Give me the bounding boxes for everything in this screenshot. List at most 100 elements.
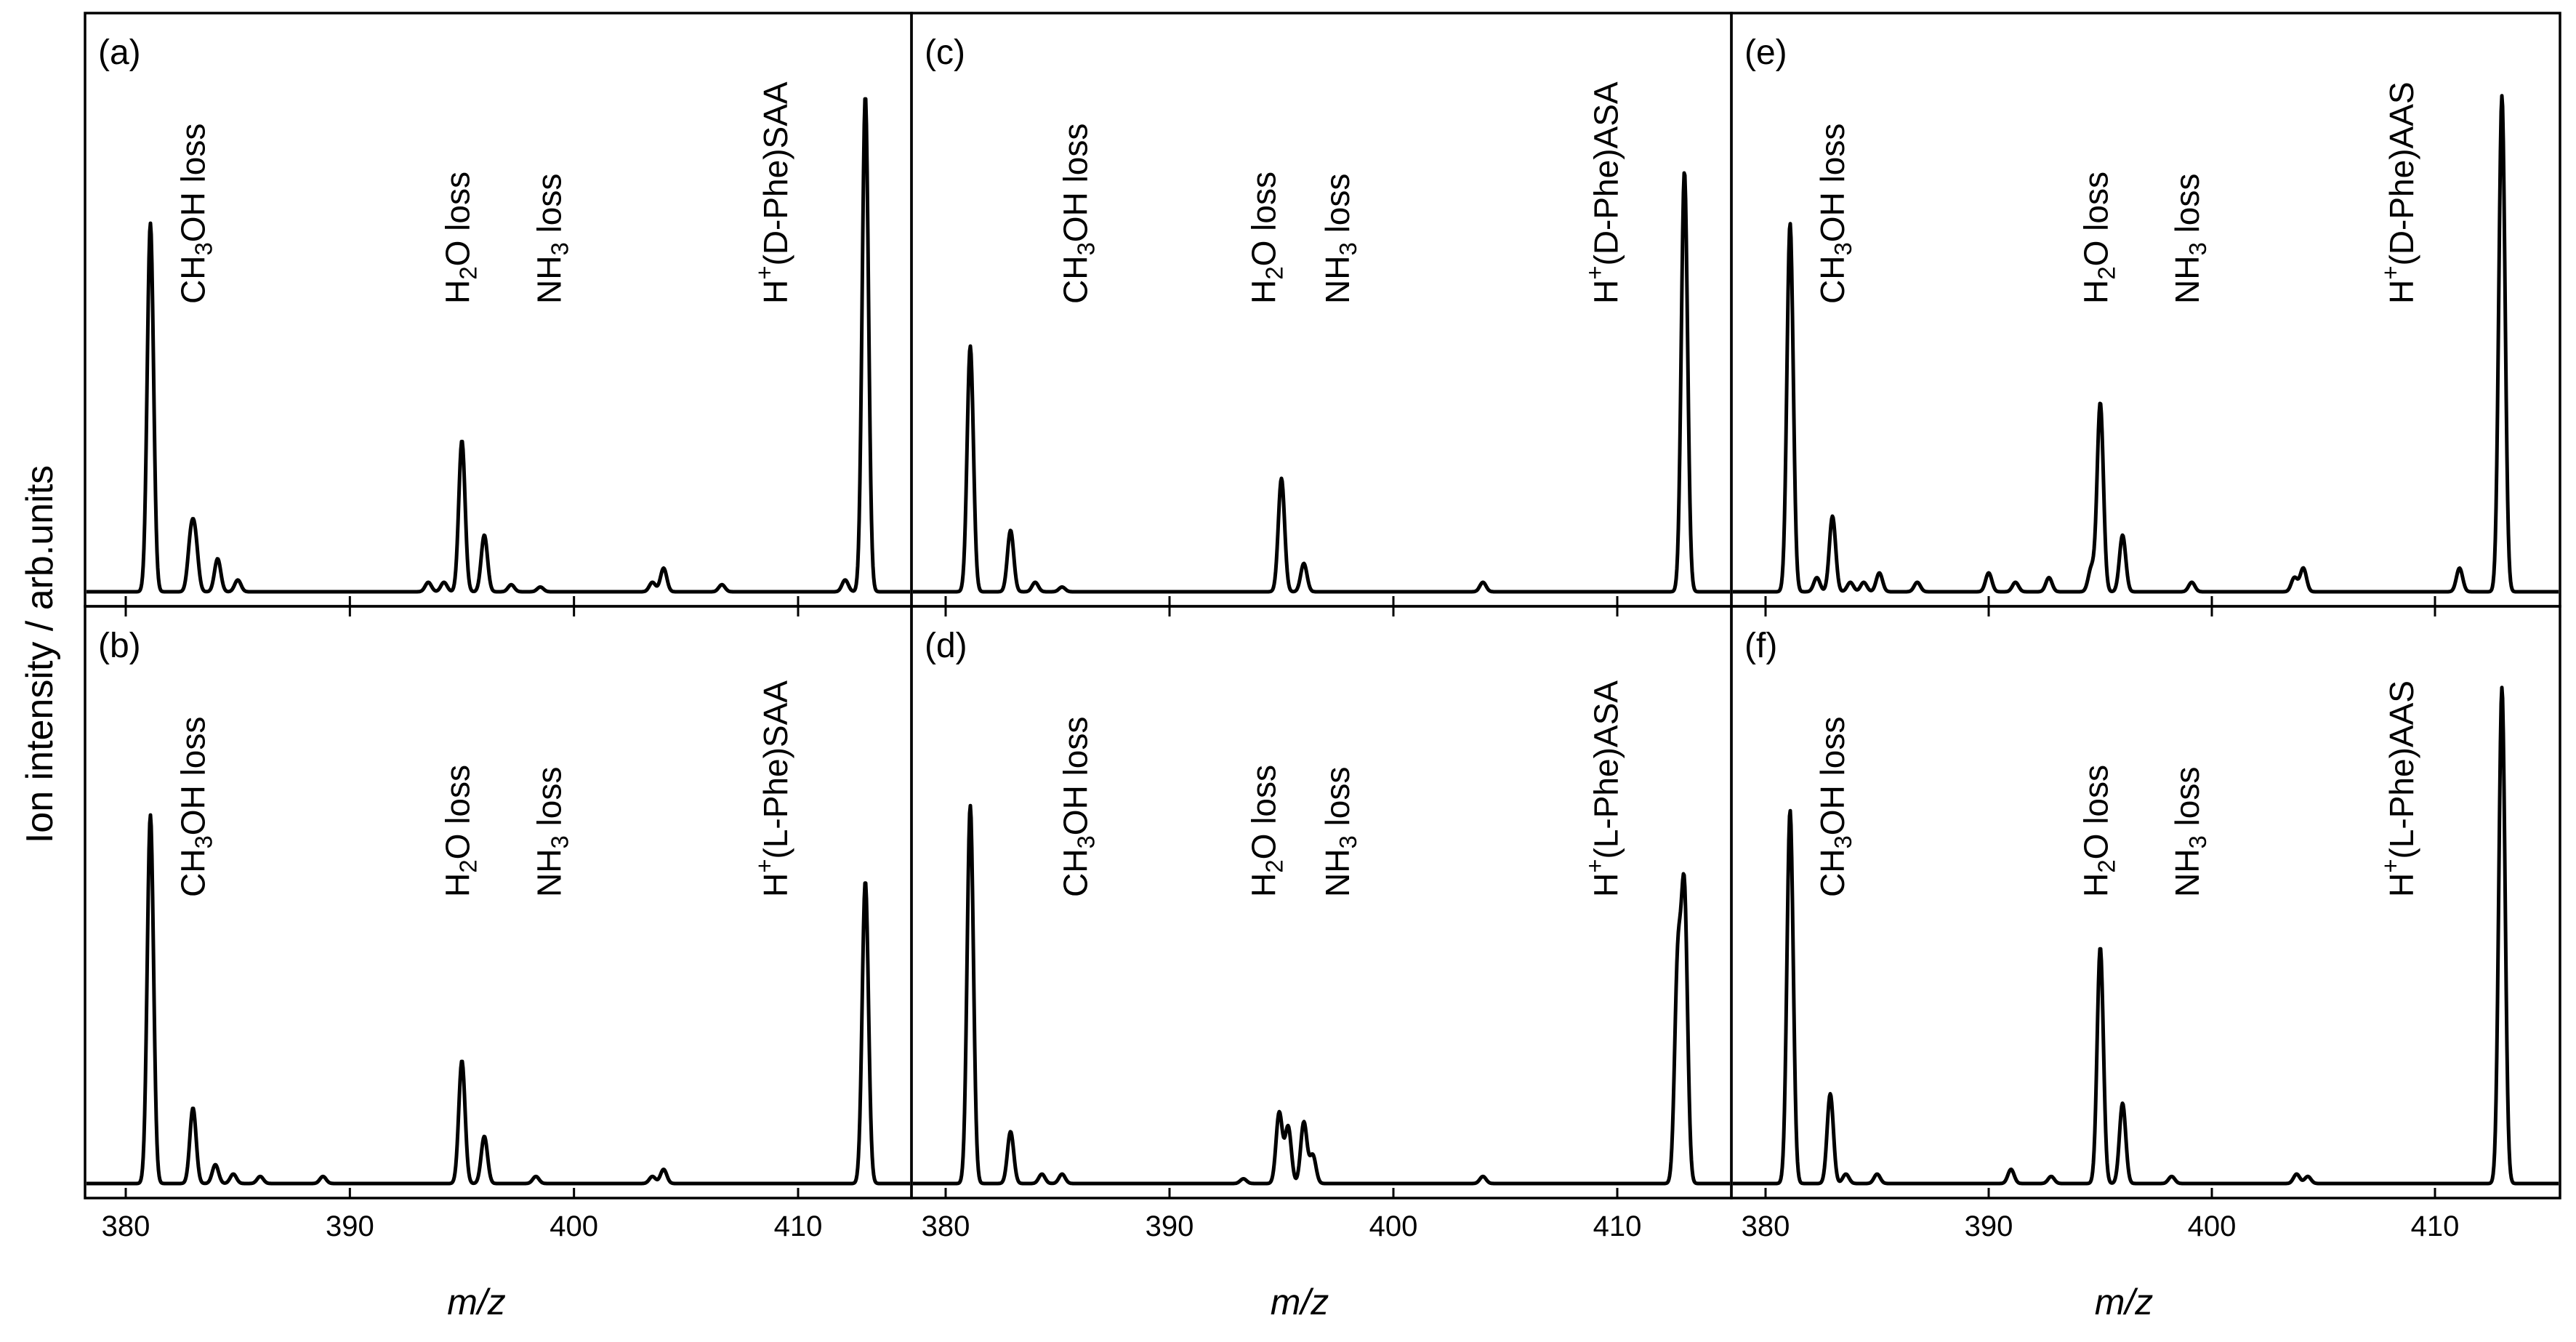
panel-frame (1730, 12, 2561, 608)
peak-annotation: NH3 loss (531, 174, 573, 304)
annotation-text: OH loss (174, 717, 212, 836)
peak-annotation: NH3 loss (531, 767, 573, 897)
panel-label: (f) (1744, 627, 1777, 665)
annotation-text: H (2383, 280, 2420, 304)
annotation-subscript: 2 (454, 859, 481, 872)
x-tick-label: 410 (774, 1210, 823, 1242)
annotation-text: NH (1319, 849, 1356, 897)
panel-label: (a) (98, 33, 141, 72)
annotation-subscript: 3 (1335, 835, 1361, 848)
annotation-text: H (1587, 873, 1625, 897)
panel-label: (d) (925, 627, 967, 665)
x-tick-label: 390 (1146, 1210, 1194, 1242)
annotation-superscript: + (2377, 265, 2404, 279)
annotation-text: H (438, 873, 476, 897)
annotation-text: H (757, 873, 794, 897)
peak-annotation: NH3 loss (1319, 767, 1361, 897)
peak-annotation: CH3OH loss (1057, 717, 1100, 897)
peak-annotation: H+(D-Phe)ASA (1582, 81, 1625, 304)
panel-label: (b) (98, 627, 141, 665)
annotation-text: H (1587, 280, 1625, 304)
annotation-text: (D-Phe)AAS (2383, 81, 2420, 265)
spectrum-trace (1731, 94, 2560, 594)
spectrum-trace (85, 813, 911, 1186)
panel-label: (c) (925, 33, 965, 72)
peak-annotation: H2O loss (1244, 172, 1287, 304)
peak-annotation: CH3OH loss (174, 717, 217, 897)
x-tick-label: 390 (1965, 1210, 2013, 1242)
annotation-subscript: 3 (547, 835, 573, 848)
annotation-subscript: 3 (1830, 835, 1856, 848)
annotation-text: loss (531, 767, 568, 836)
annotation-text: OH loss (1057, 717, 1095, 836)
annotation-text: H (1244, 280, 1282, 304)
x-tick-label: 400 (2188, 1210, 2237, 1242)
annotation-text: (D-Phe)SAA (757, 81, 794, 265)
annotation-text: O loss (438, 765, 476, 859)
annotation-subscript: 2 (1260, 859, 1287, 872)
annotation-text: CH (1814, 849, 1851, 897)
annotation-text: (L-Phe)ASA (1587, 680, 1625, 859)
y-axis-label: Ion intensity / arb.units (19, 465, 61, 843)
annotation-superscript: + (1582, 859, 1609, 872)
x-axis-title: m/z (2095, 1282, 2154, 1322)
annotation-subscript: 3 (547, 242, 573, 255)
annotation-text: H (1244, 873, 1282, 897)
annotation-superscript: + (1582, 265, 1609, 279)
annotation-subscript: 3 (2184, 835, 2211, 848)
annotation-text: O loss (1244, 172, 1282, 266)
x-tick-label: 400 (550, 1210, 598, 1242)
peak-annotation: CH3OH loss (1814, 717, 1856, 897)
x-tick-label: 390 (326, 1210, 374, 1242)
annotation-text: CH (174, 849, 212, 897)
peak-annotation: H2O loss (2077, 172, 2120, 304)
peak-annotation: H2O loss (438, 172, 481, 304)
annotation-subscript: 3 (190, 242, 217, 255)
x-tick-label: 410 (1593, 1210, 1642, 1242)
peak-annotation: H+(L-Phe)ASA (1582, 680, 1625, 897)
annotation-text: loss (1319, 767, 1356, 836)
spectrum-trace (1731, 686, 2560, 1186)
annotation-text: NH (1319, 256, 1356, 304)
annotation-text: (L-Phe)AAS (2383, 680, 2420, 859)
annotation-text: H (2077, 873, 2114, 897)
annotation-subscript: 2 (454, 266, 481, 279)
spectrum-trace (911, 803, 1731, 1186)
peak-annotation: NH3 loss (1319, 174, 1361, 304)
annotation-text: OH loss (174, 124, 212, 243)
peak-annotation: H2O loss (438, 765, 481, 897)
x-tick-label: 380 (922, 1210, 970, 1242)
annotation-text: O loss (2077, 172, 2114, 266)
annotation-text: NH (2168, 849, 2206, 897)
spectrum-trace (85, 97, 911, 594)
peak-annotation: CH3OH loss (174, 124, 217, 304)
annotation-subscript: 3 (1335, 242, 1361, 255)
peak-annotation: H+(L-Phe)AAS (2377, 680, 2420, 897)
annotation-text: H (757, 280, 794, 304)
annotation-text: H (2077, 280, 2114, 304)
annotation-text: loss (531, 174, 568, 243)
x-tick-label: 380 (102, 1210, 150, 1242)
peak-annotation: NH3 loss (2168, 174, 2211, 304)
annotation-text: (D-Phe)ASA (1587, 81, 1625, 265)
annotation-text: OH loss (1814, 124, 1851, 243)
annotation-subscript: 3 (1073, 835, 1100, 848)
annotation-text: (L-Phe)SAA (757, 680, 794, 859)
annotation-text: loss (1319, 174, 1356, 243)
annotation-text: H (2383, 873, 2420, 897)
annotation-text: O loss (1244, 765, 1282, 859)
x-tick-label: 400 (1369, 1210, 1418, 1242)
annotation-subscript: 2 (2093, 859, 2120, 872)
peak-annotation: CH3OH loss (1814, 124, 1856, 304)
spectrum-trace (911, 171, 1731, 594)
annotation-text: O loss (438, 172, 476, 266)
annotation-superscript: + (751, 265, 778, 279)
annotation-text: NH (531, 256, 568, 304)
annotation-text: NH (531, 849, 568, 897)
x-tick-label: 380 (1742, 1210, 1790, 1242)
